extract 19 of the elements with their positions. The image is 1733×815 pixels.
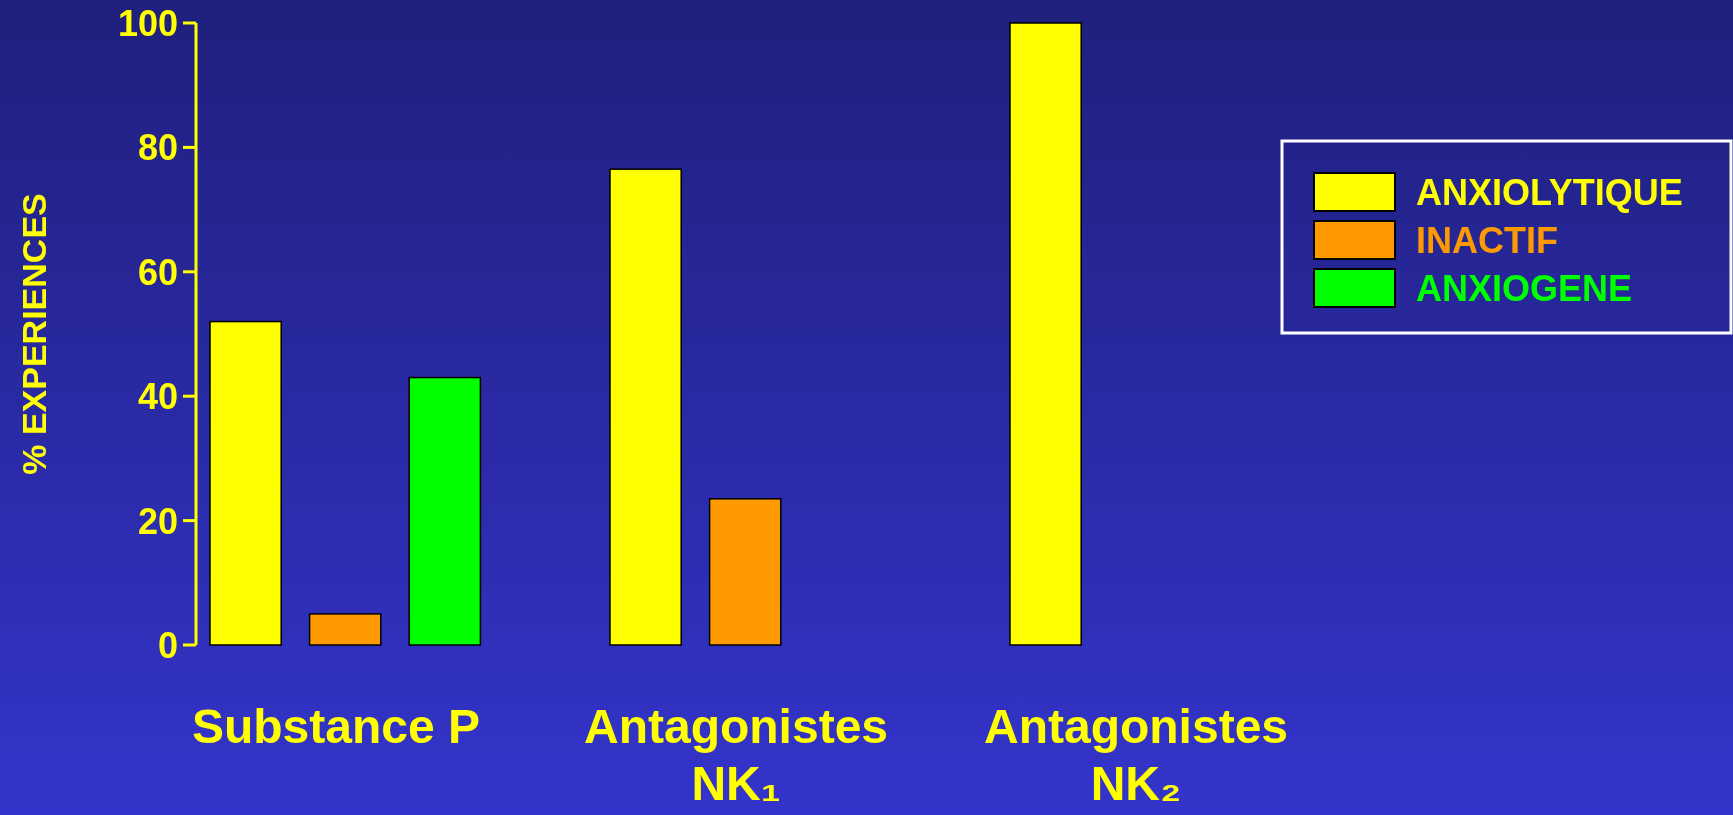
bar [308,613,382,646]
y-tick-label: 20 [137,500,178,542]
x-tick-label: Substance P [191,700,481,753]
y-tick-label: 100 [117,2,178,44]
bar [408,376,482,646]
legend-label: ANXIOGENE [1416,267,1633,309]
bar [209,320,282,646]
x-tick-label: Antagonistes NK₂ [983,700,1289,810]
y-tick-label: 80 [137,127,178,169]
y-tick-label: 40 [137,376,178,418]
legend-label: INACTIF [1416,219,1558,261]
bar [609,168,682,646]
y-tick-label: 60 [137,251,178,293]
legend-label: ANXIOLYTIQUE [1416,171,1683,213]
y-tick-label: 0 [157,624,178,666]
y-axis-title: % EXPERIENCES [15,193,54,475]
bar [708,498,782,646]
bar [1009,22,1082,646]
x-tick-label: Antagonistes NK₁ [583,700,889,810]
